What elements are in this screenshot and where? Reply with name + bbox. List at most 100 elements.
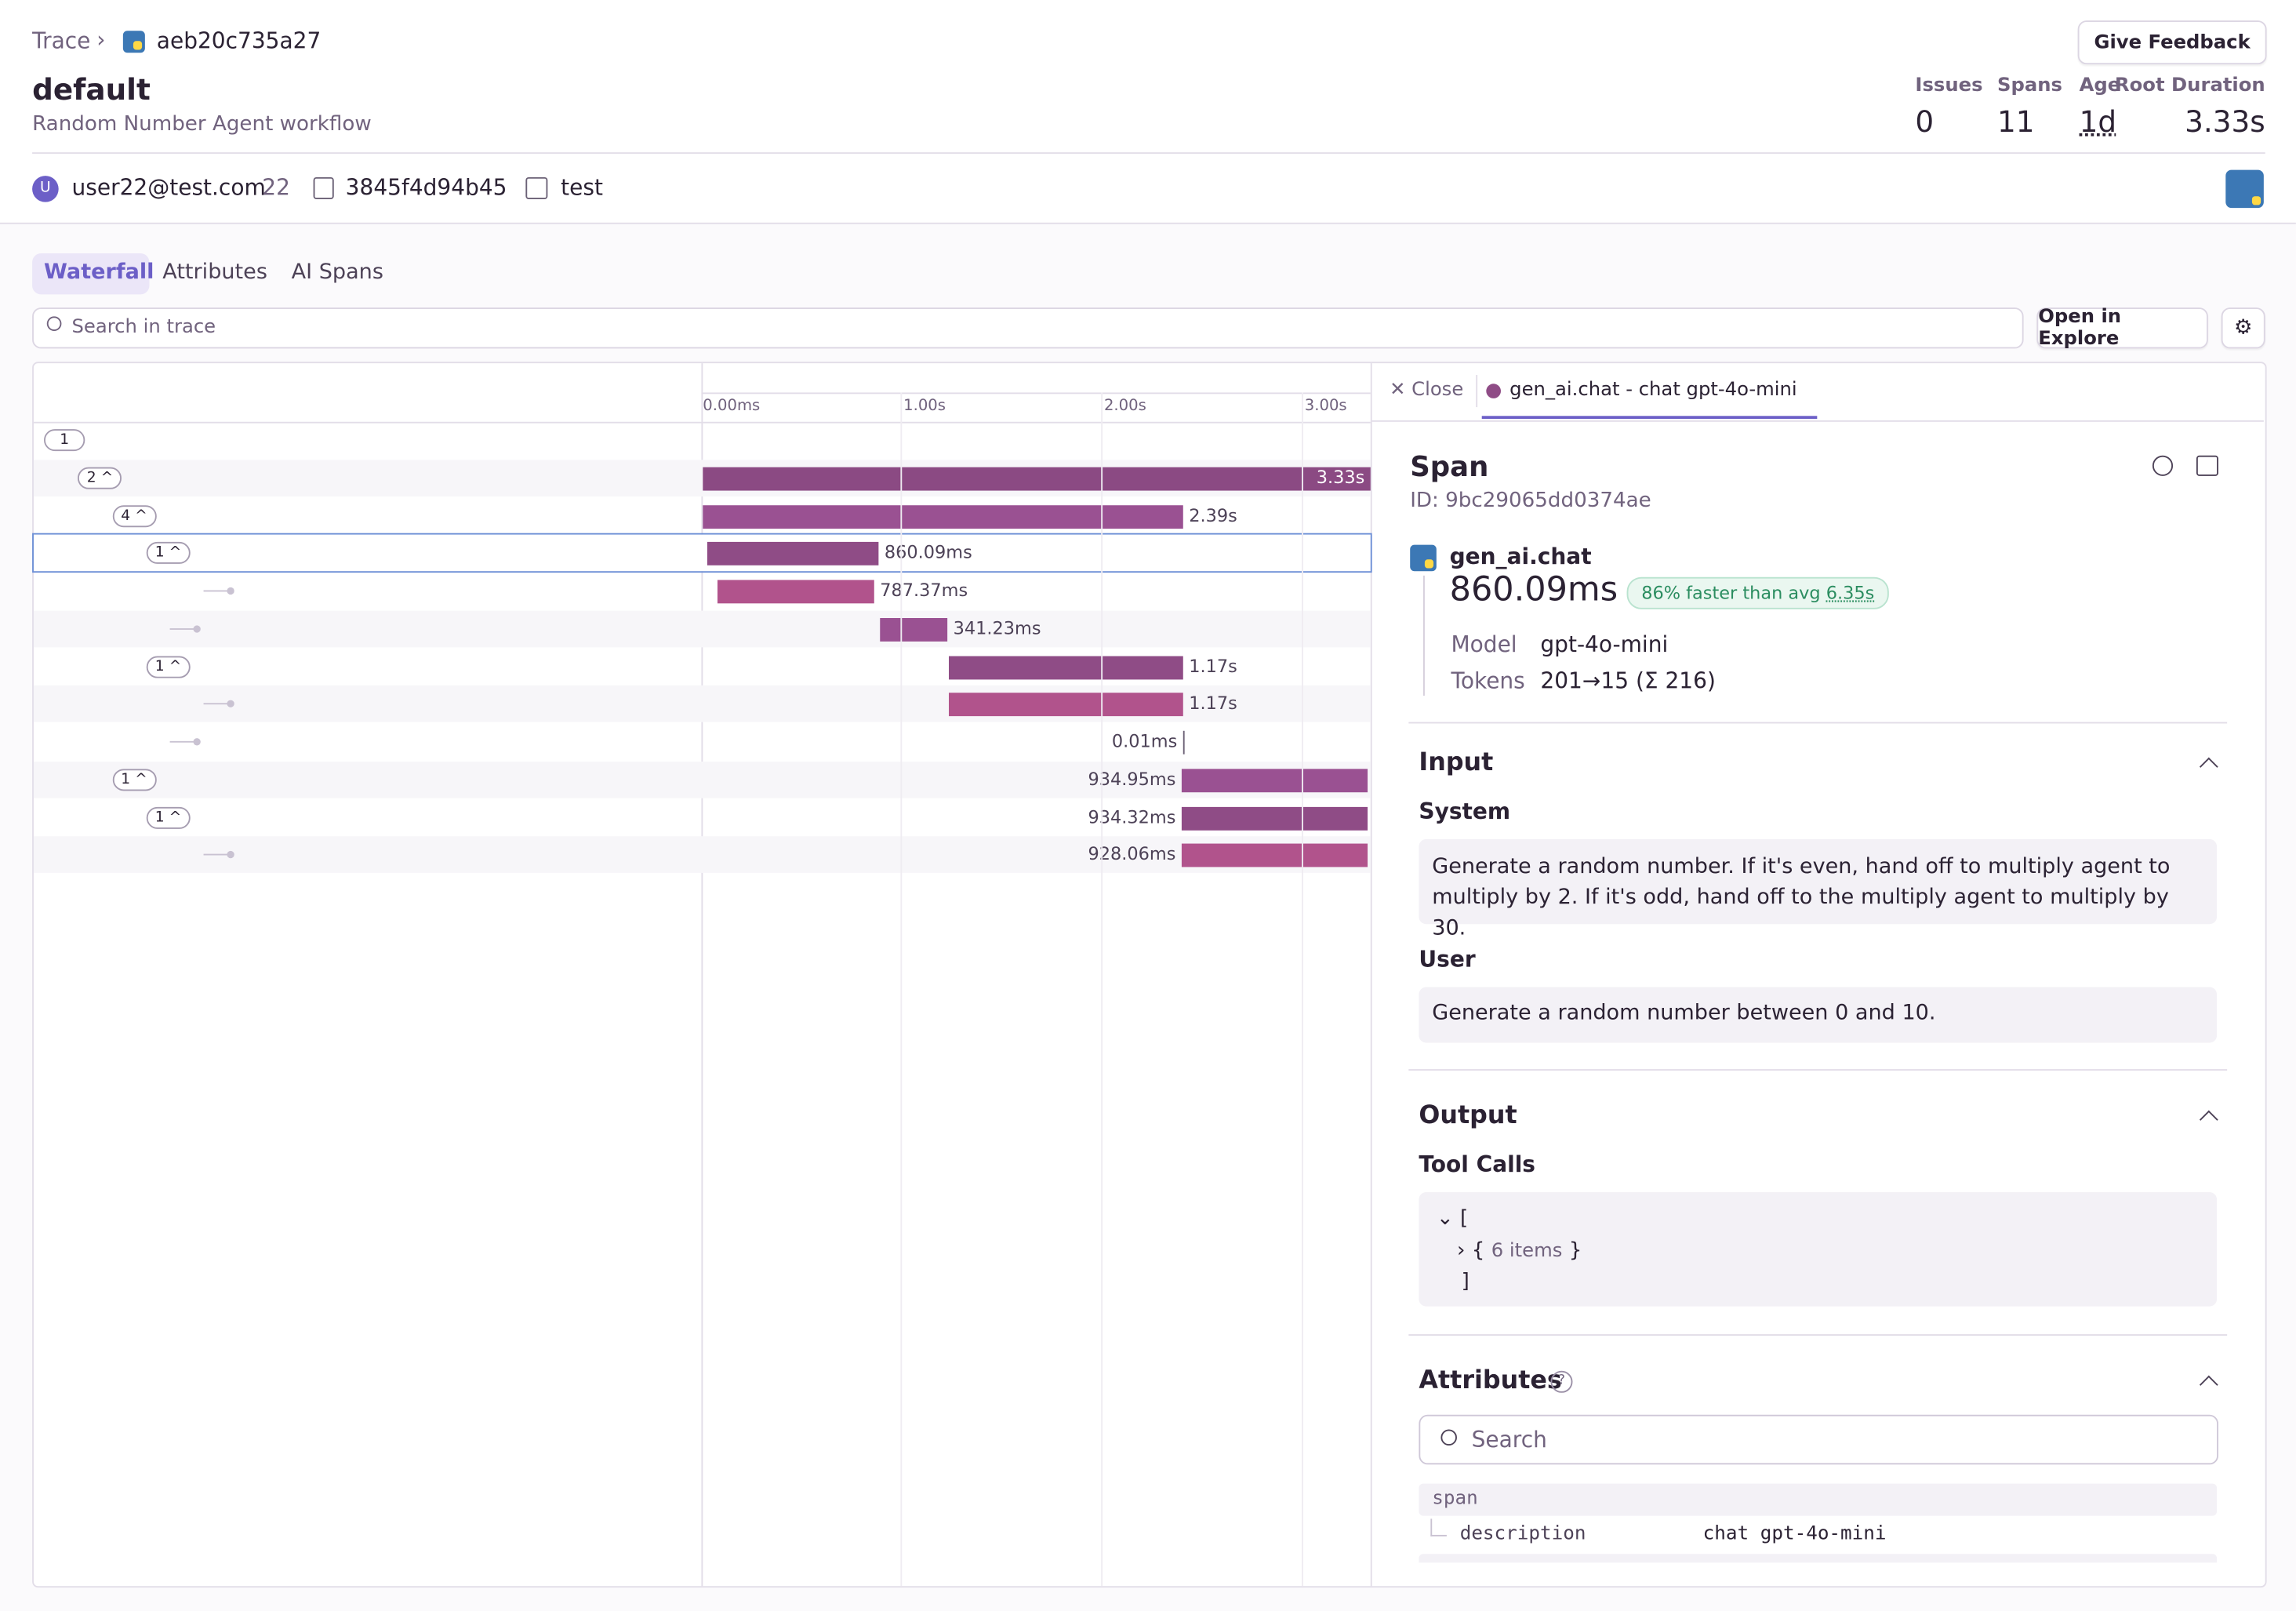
span-row[interactable]: http.client — POST https://api.openai.co…	[33, 685, 1371, 723]
tree-connector	[1430, 1518, 1447, 1536]
badge-text: 86% faster than avg	[1641, 583, 1821, 604]
stat-label: Issues	[1915, 75, 1983, 97]
panel-tab-underline	[1481, 416, 1818, 420]
timeline-grid-line	[1101, 392, 1103, 1587]
span-duration: 860.09ms	[884, 542, 972, 563]
tool-calls-label: Tool Calls	[1419, 1151, 1535, 1178]
span-dot	[1486, 384, 1501, 398]
span-bar	[1181, 844, 1368, 867]
span-duration: 2.39s	[1189, 504, 1237, 525]
tool-calls-box: ⌄ [ › { 6 items } ]	[1419, 1191, 2218, 1307]
attr-group-row: span	[1419, 1483, 2218, 1516]
child-count-badge[interactable]: 1 ^	[146, 655, 191, 678]
tokens-total: (Σ 216)	[1635, 667, 1716, 695]
user-text: Generate a random number between 0 and 1…	[1432, 1002, 1936, 1026]
python-icon	[122, 31, 145, 53]
tab[interactable]: Waterfall	[44, 260, 154, 285]
child-count-badge[interactable]: 1 ^	[146, 806, 191, 828]
badge-avg[interactable]: 6.35s	[1826, 583, 1875, 604]
tab[interactable]: Attributes	[162, 260, 267, 285]
feedback-button[interactable]: Give Feedback	[2077, 20, 2267, 65]
tab[interactable]: AI Spans	[291, 260, 383, 285]
timeline-tick-label: 0.00ms	[703, 397, 761, 415]
tree-connector	[203, 854, 234, 856]
span-bar	[949, 655, 1183, 679]
settings-button[interactable]: ⚙	[2221, 307, 2265, 349]
system-label: System	[1419, 798, 1511, 825]
tree-connector	[203, 703, 234, 705]
divider	[1476, 375, 1478, 408]
json-object[interactable]: › { 6 items }	[1456, 1238, 1582, 1263]
span-bar	[949, 693, 1183, 717]
json-items: 6 items	[1491, 1240, 1563, 1263]
span-id: ID: 9bc29065dd0374ae	[1410, 489, 1651, 513]
child-count-badge[interactable]: 4 ^	[112, 504, 157, 527]
span-duration: 1.17s	[1189, 655, 1237, 676]
span-row[interactable]: 4 ^gen_ai.invoke_agent — invoke_agent Ra…	[34, 497, 1371, 534]
env-icon	[525, 176, 548, 199]
breadcrumb-root[interactable]: Trace	[32, 27, 91, 55]
span-duration: 3.33s	[1316, 467, 1365, 488]
open-explore-button[interactable]: Open in Explore	[2036, 306, 2208, 351]
child-count-badge[interactable]: 1	[44, 429, 85, 452]
attr-row-cut	[1419, 1554, 2218, 1563]
json-close: ]	[1461, 1269, 1470, 1293]
stat-label: Spans	[1996, 75, 2062, 97]
tree-connector	[169, 740, 199, 743]
divider	[1408, 722, 2228, 724]
python-icon	[1410, 544, 1437, 572]
user-label: User	[1419, 946, 1476, 973]
span-duration: 0.01ms	[1111, 730, 1178, 751]
feedback-label: Give Feedback	[2094, 31, 2251, 54]
search-icon	[46, 316, 62, 332]
span-row[interactable]: 1 ^gen_ai.invoke_agent — invoke_agent Mu…	[33, 761, 1371, 798]
attributes-search[interactable]: Search	[1419, 1414, 2218, 1465]
span-bar	[1181, 806, 1368, 830]
release[interactable]: 3845f4d94b45	[345, 174, 507, 201]
child-count-badge[interactable]: 1 ^	[112, 768, 157, 791]
json-open[interactable]: ⌄ [	[1436, 1206, 1469, 1231]
help-icon[interactable]: ?	[1550, 1370, 1573, 1393]
span-row[interactable]: http.client — POST https://api.openai.co…	[34, 573, 1371, 609]
span-row[interactable]: http.client — POST https://api.openai.co…	[33, 836, 1371, 874]
child-count-badge[interactable]: 2 ^	[78, 467, 122, 489]
span-row[interactable]: gen_ai.execute_tool — execute_tool rando…	[33, 610, 1371, 647]
span-row[interactable]: 1Trace — aeb20c735a2748c1958a71cd8a1dbb0…	[34, 422, 1371, 459]
panel-tab[interactable]: gen_ai.chat - chat gpt-4o-mini	[1509, 379, 1797, 402]
search-box[interactable]: Search in trace	[32, 307, 2024, 349]
span-row[interactable]: 1 ^gen_ai.chat — chat gpt-4o-mini860.09m…	[32, 533, 1372, 573]
span-op: gen_ai.chat	[1449, 543, 1592, 570]
user[interactable]: user22@test.com	[71, 174, 266, 201]
span-bar	[703, 467, 1371, 491]
span-row[interactable]: 2 ^Random Number Agent workflow3.33s	[33, 459, 1371, 496]
layout-button[interactable]	[2196, 455, 2218, 476]
model: gpt-4o-mini	[1540, 631, 1669, 658]
open-explore-label: Open in Explore	[2038, 306, 2122, 351]
breadcrumb-sep: ›	[96, 26, 106, 53]
system-box: Generate a random number. If it's even, …	[1419, 838, 2218, 940]
column-divider	[1370, 363, 1372, 1587]
target-button[interactable]	[2152, 455, 2174, 476]
timeline-tick-label: 3.00s	[1304, 397, 1347, 415]
span-row[interactable]: 1 ^gen_ai.chat — chat gpt-4.1-mini934.32…	[34, 799, 1371, 836]
breadcrumb-trace-id: aeb20c735a27	[156, 27, 322, 55]
input-title: Input	[1419, 748, 1494, 778]
span-duration: 1.17s	[1189, 693, 1237, 714]
timeline-tick-label: 2.00s	[1103, 397, 1146, 415]
stat-label: Age	[2079, 75, 2121, 97]
close-button[interactable]: ✕ Close	[1390, 379, 1464, 402]
stat-value[interactable]: 1d	[2079, 104, 2117, 140]
timeline-grid-line	[900, 392, 903, 1587]
tree-dot	[227, 700, 235, 708]
comparison-badge: 86% faster than avg 6.35s	[1626, 576, 1890, 609]
tokens-out: 15	[1600, 667, 1629, 695]
tree-dot	[193, 738, 201, 746]
stat-value: 0	[1915, 104, 1935, 140]
span-row[interactable]: 1 ^gen_ai.chat — chat gpt-4o-mini1.17s	[34, 648, 1371, 685]
child-count-badge[interactable]: 1 ^	[146, 542, 191, 565]
span-duration: 928.06ms	[1088, 844, 1176, 865]
page-title: default	[32, 71, 151, 107]
span-bar	[1181, 768, 1368, 792]
attributes-title: Attributes	[1419, 1366, 1562, 1396]
